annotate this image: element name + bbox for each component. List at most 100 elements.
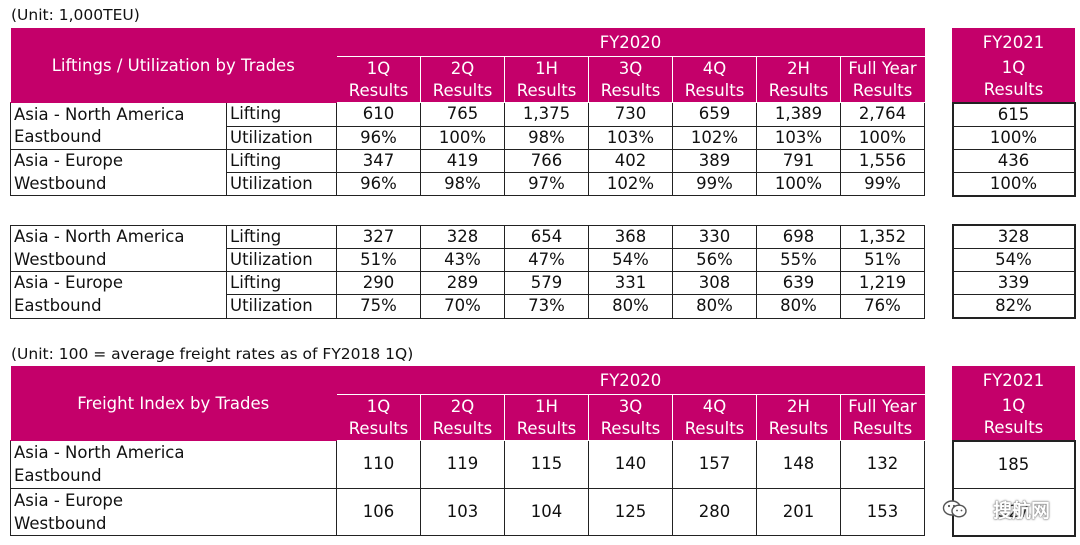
period-label: 1Q [1001, 58, 1026, 78]
fy2021-value-cell: 185 [951, 439, 1076, 489]
fy2021-header: FY2021 [952, 28, 1076, 57]
period-sublabel: Results [348, 418, 409, 438]
metric-label: Lifting [226, 224, 337, 249]
period-label: Full Year [848, 396, 917, 416]
watermark-text: 搜航网 [992, 500, 1050, 522]
value-cell: 115 [504, 440, 589, 489]
freight-period-header: 4Q Results [672, 394, 757, 441]
value-cell: 100% [756, 171, 842, 196]
gap-cell [925, 149, 953, 172]
value-cell: 331 [588, 271, 673, 295]
freight-title: Freight Index by Trades [10, 366, 337, 441]
period-sublabel: Results [768, 80, 829, 100]
liftings-period-header: 4Q Results [672, 56, 758, 103]
value-cell: 1,375 [504, 102, 590, 127]
period-label: 1Q [1001, 396, 1026, 416]
table-row: Asia - North America Lifting 327 328 654 368 3… [10, 224, 1076, 249]
period-label: 3Q [618, 58, 643, 78]
period-sublabel: Results [852, 418, 913, 438]
metric-label: Utilization [226, 294, 337, 319]
freight-period-header: 2H Results [756, 394, 841, 441]
value-cell: 308 [672, 271, 757, 295]
metric-label: Utilization [226, 248, 337, 272]
liftings-period-header: 3Q Results [588, 56, 674, 103]
value-cell: 103% [588, 125, 674, 150]
fy2021-value-cell: 339 [951, 271, 1076, 295]
trade-label: Eastbound [10, 126, 227, 150]
fy2021-value-cell: 100% [951, 171, 1076, 197]
period-label: 1H [535, 58, 558, 78]
liftings-period-header: 2Q Results [420, 56, 506, 103]
metric-label: Lifting [225, 148, 338, 173]
trade-label: Asia - Europe Westbound [10, 487, 337, 536]
value-cell: 280 [672, 487, 757, 536]
freight-period-header: 1Q Results [336, 394, 421, 441]
trade-label: Eastbound [10, 294, 227, 319]
metric-label: Lifting [226, 271, 337, 295]
metric-label: Utilization [225, 171, 338, 196]
table-row: Westbound Utilization 51% 43% 47% 54% 56% 55% 51… [10, 248, 1076, 272]
value-cell: 104 [504, 487, 589, 536]
trade-line: Eastbound [14, 466, 102, 486]
value-cell: 100% [420, 125, 506, 150]
unit-note-freight: (Unit: 100 = average freight rates as of… [11, 345, 414, 363]
period-label: 4Q [702, 396, 727, 416]
table-row: Asia - North America Lifting 610 765 1,375 73… [10, 101, 1076, 127]
value-cell: 1,556 [840, 148, 926, 173]
value-cell: 80% [672, 294, 757, 319]
value-cell: 80% [756, 294, 841, 319]
liftings-table: Liftings / Utilization by Trades FY2020 … [10, 28, 1076, 197]
period-sublabel: Results [600, 80, 661, 100]
period-label: 1Q [366, 58, 391, 78]
value-cell: 102% [588, 171, 674, 196]
fy2021-value-cell: 615 [951, 101, 1076, 127]
period-label: 3Q [618, 396, 643, 416]
fy2021-value-cell: 327 [951, 487, 1076, 537]
table-row: Eastbound Utilization 75% 70% 73% 80% 80% 80% 76… [10, 294, 1076, 319]
period-sublabel: Results [983, 80, 1044, 100]
gap-cell [925, 272, 953, 295]
value-cell: 96% [336, 125, 422, 150]
period-sublabel: Results [983, 418, 1044, 438]
metric-label: Utilization [225, 125, 338, 150]
value-cell: 51% [840, 248, 925, 272]
freight-index-table: Freight Index by Trades FY2020 FY2021 1Q… [10, 366, 1076, 537]
period-label: 2H [787, 396, 810, 416]
period-sublabel: Results [852, 80, 913, 100]
value-cell: 110 [336, 440, 421, 489]
value-cell: 639 [756, 271, 841, 295]
value-cell: 579 [504, 271, 589, 295]
value-cell: 140 [588, 440, 673, 489]
freight-period-header: 1H Results [504, 394, 589, 441]
value-cell: 1,389 [756, 102, 842, 127]
table-row: Asia - Europe Lifting 347 419 766 402 389 791 1,… [10, 148, 1076, 173]
value-cell: 103 [420, 487, 505, 536]
trade-line: Asia - Europe [14, 490, 124, 510]
gap-cell [925, 249, 953, 272]
freight-period-header: Full Year Results [840, 394, 925, 441]
period-sublabel: Results [768, 418, 829, 438]
value-cell: 290 [336, 271, 421, 295]
period-sublabel: Results [432, 80, 493, 100]
value-cell: 389 [672, 148, 758, 173]
value-cell: 56% [672, 248, 757, 272]
value-cell: 730 [588, 102, 674, 127]
period-sublabel: Results [684, 80, 745, 100]
value-cell: 47% [504, 248, 589, 272]
fy2021-value-cell: 436 [951, 148, 1076, 173]
period-label: 1Q [366, 396, 391, 416]
gap-cell [925, 295, 953, 319]
period-sublabel: Results [684, 418, 745, 438]
liftings-fy2021-period-header: 1Q Results [952, 56, 1076, 103]
value-cell: 419 [420, 148, 506, 173]
trade-label: Asia - Europe [10, 148, 227, 172]
value-cell: 132 [840, 440, 925, 489]
value-cell: 347 [336, 148, 422, 173]
liftings-period-header: 1H Results [504, 56, 590, 103]
freight-period-header: 3Q Results [588, 394, 673, 441]
value-cell: 368 [588, 224, 673, 249]
liftings-table-block2: Asia - North America Lifting 327 328 654 368 3… [10, 224, 1076, 319]
value-cell: 98% [420, 171, 506, 196]
wechat-icon [942, 500, 967, 518]
value-cell: 157 [672, 440, 757, 489]
